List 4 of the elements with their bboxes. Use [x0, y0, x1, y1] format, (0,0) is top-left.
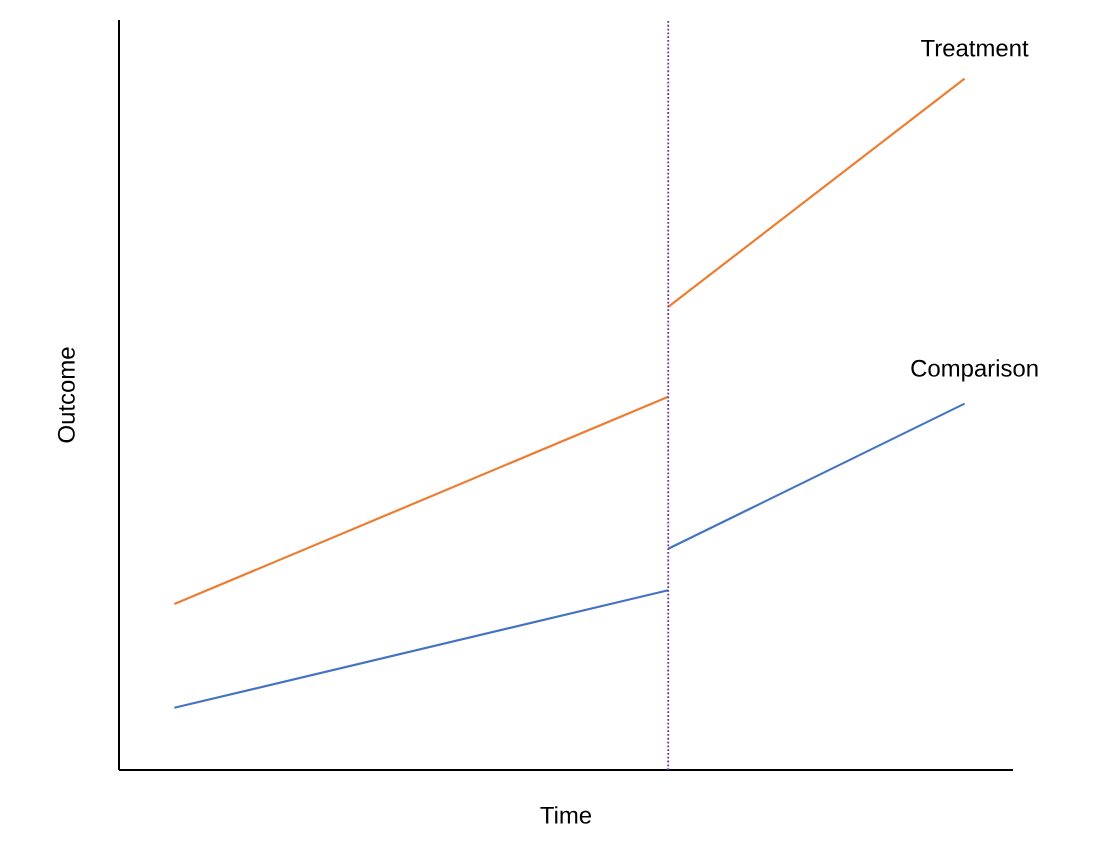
series-label: Treatment — [921, 39, 1029, 57]
series-label: Comparison — [911, 359, 1038, 382]
y-axis-title: Outcome — [57, 347, 75, 443]
x-axis-title: Time — [540, 806, 592, 824]
